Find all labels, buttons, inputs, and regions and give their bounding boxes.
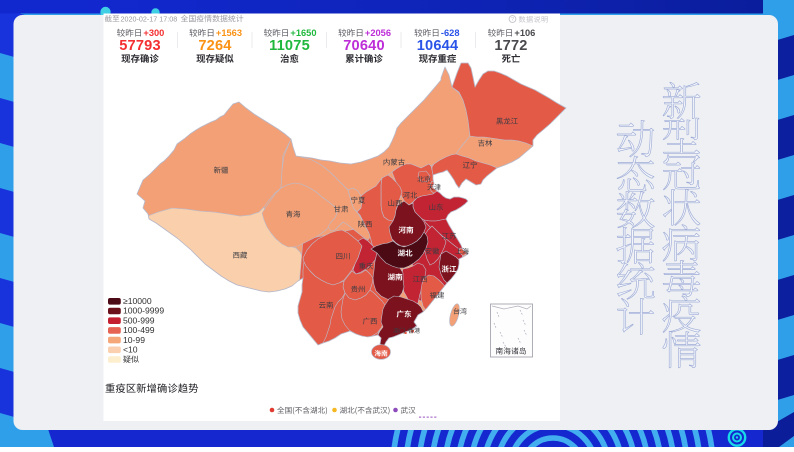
- svg-text:100-499: 100-499: [123, 325, 155, 335]
- svg-text:57793: 57793: [119, 38, 161, 54]
- svg-text:+300: +300: [143, 28, 164, 38]
- svg-text:+106: +106: [514, 28, 535, 38]
- svg-text:1000-9999: 1000-9999: [123, 306, 164, 316]
- svg-text:10-99: 10-99: [123, 335, 145, 345]
- svg-text:7264: 7264: [198, 38, 232, 54]
- svg-text:?: ?: [511, 17, 514, 23]
- svg-text:2020-02-17 17:08: 2020-02-17 17:08: [121, 15, 178, 24]
- svg-text:1772: 1772: [494, 38, 527, 54]
- svg-text:-628: -628: [441, 28, 460, 38]
- svg-text:+1650: +1650: [290, 28, 316, 38]
- svg-text:+1563: +1563: [216, 28, 242, 38]
- svg-text:11075: 11075: [269, 38, 310, 54]
- svg-text:+2056: +2056: [365, 28, 391, 38]
- svg-text:<10: <10: [123, 345, 138, 355]
- svg-text:70640: 70640: [343, 38, 385, 54]
- svg-text:10644: 10644: [417, 38, 459, 54]
- svg-text:≥10000: ≥10000: [123, 296, 152, 306]
- svg-text:500-999: 500-999: [123, 315, 155, 325]
